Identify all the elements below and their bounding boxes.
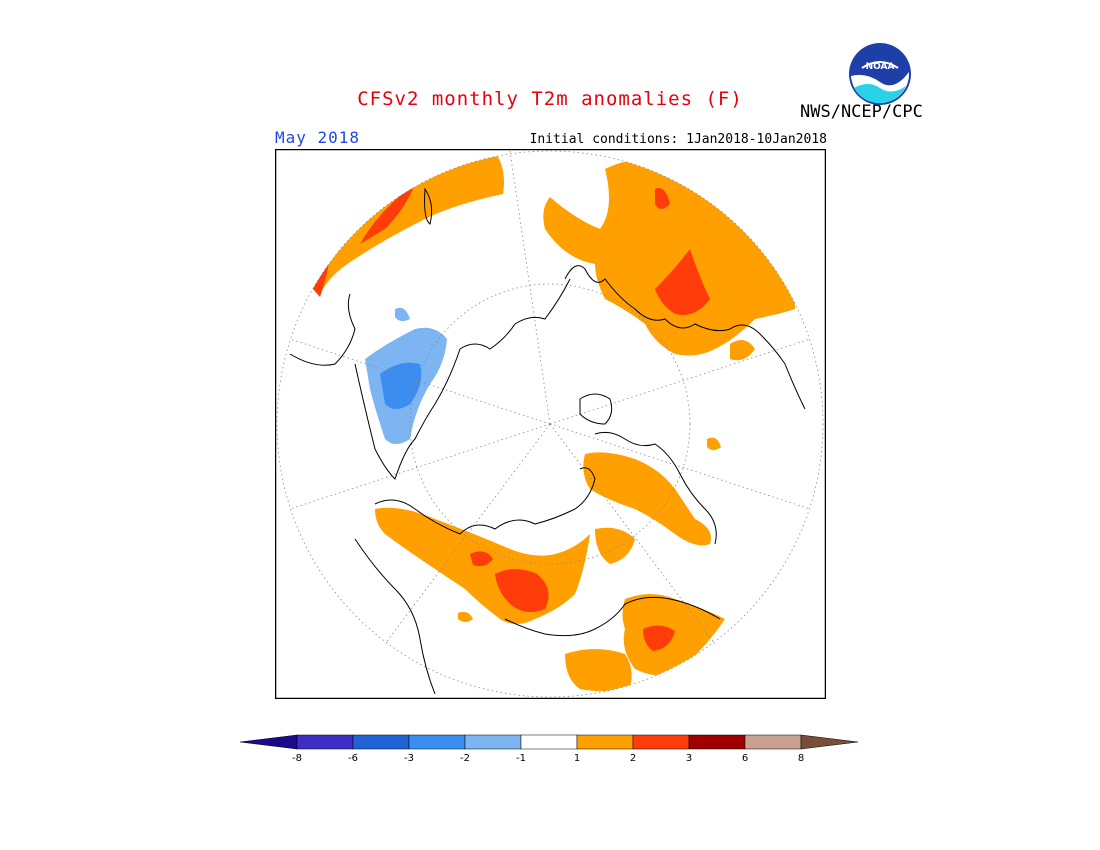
initial-conditions: Initial conditions: 1Jan2018-10Jan2018	[529, 132, 827, 147]
colorbar-tick-label: -8	[292, 753, 302, 764]
latitude-circle	[409, 283, 691, 565]
colorbar-tick-label: 6	[742, 753, 748, 764]
anomaly-patch-nw-orange	[305, 152, 504, 294]
meridian-1	[509, 150, 551, 425]
colorbar-over-arrow	[800, 734, 859, 750]
colorbar-box	[464, 734, 522, 750]
anomaly-patch-ne-red-2	[655, 188, 670, 209]
anomaly-patch-s-east	[595, 527, 635, 564]
colorbar: -8 -6 -3 -2 -1 1 2 3 6 8	[239, 734, 859, 764]
meridian-4	[549, 423, 716, 645]
colorbar-tick-label: 1	[574, 753, 580, 764]
anomaly-patch-cold-mid	[380, 362, 422, 409]
colorbar-tick-label: -6	[348, 753, 358, 764]
colorbar-boxes	[239, 734, 859, 750]
anomaly-patch-nw-red	[360, 184, 415, 244]
colorbar-box	[688, 734, 746, 750]
colorbar-labels: -8 -6 -3 -2 -1 1 2 3 6 8	[292, 753, 804, 764]
meridian-3	[289, 423, 551, 510]
colorbar-box	[296, 734, 354, 750]
colorbar-box	[576, 734, 634, 750]
coastline-west	[289, 278, 571, 480]
anomaly-patch-cold-small	[395, 307, 410, 322]
anomaly-patch-e-small	[707, 437, 721, 450]
colorbar-tick-label: -3	[404, 753, 414, 764]
colorbar-tick-label: 3	[686, 753, 692, 764]
anomaly-patch-ne-small	[730, 340, 755, 361]
anomaly-patch-s-small	[458, 611, 473, 622]
logo-bird	[861, 61, 899, 69]
meridian-5	[384, 423, 551, 645]
map-title: CFSv2 monthly T2m anomalies (F)	[357, 88, 743, 110]
globe-outline	[276, 150, 824, 698]
anomaly-patch-e-orange	[583, 452, 711, 546]
anomaly-patch-bottom-orange	[565, 649, 632, 692]
colorbar-under-arrow	[239, 734, 298, 750]
forecast-month: May 2018	[275, 128, 361, 147]
coastline-east	[594, 431, 717, 545]
coastline-south	[374, 467, 721, 637]
anomaly-patch-s-red	[495, 569, 549, 613]
anomaly-patch-se-red	[643, 625, 675, 651]
coastline-north	[564, 265, 806, 410]
logo-text: NOAA	[866, 62, 895, 72]
graticule	[276, 150, 824, 698]
logo-cyan-wave	[854, 84, 906, 104]
noaa-logo: NOAA	[849, 43, 911, 105]
colorbar-box	[744, 734, 802, 750]
anomaly-patch-se-orange	[622, 594, 725, 676]
polar-map	[275, 149, 826, 699]
anomaly-patch-s-red-2	[470, 551, 493, 567]
meridian-2	[549, 423, 811, 510]
colorbar-box	[408, 734, 466, 750]
colorbar-box	[520, 734, 578, 750]
coastline-island	[424, 187, 433, 225]
colorbar-tick-label: 2	[630, 753, 636, 764]
anomaly-patch-ne-red	[655, 249, 710, 315]
meridian-6	[289, 338, 551, 425]
coastline-southwest	[354, 538, 436, 695]
coastlines	[289, 187, 806, 695]
colorbar-tick-label: -2	[460, 753, 470, 764]
agency-label: NWS/NCEP/CPC	[800, 102, 923, 122]
colorbar-tick-label: -1	[516, 753, 526, 764]
colorbar-tick-label: 8	[798, 753, 804, 764]
meridian-7	[549, 338, 811, 425]
colorbar-box	[352, 734, 410, 750]
colorbar-box	[632, 734, 690, 750]
coastline-greenland	[579, 393, 613, 425]
